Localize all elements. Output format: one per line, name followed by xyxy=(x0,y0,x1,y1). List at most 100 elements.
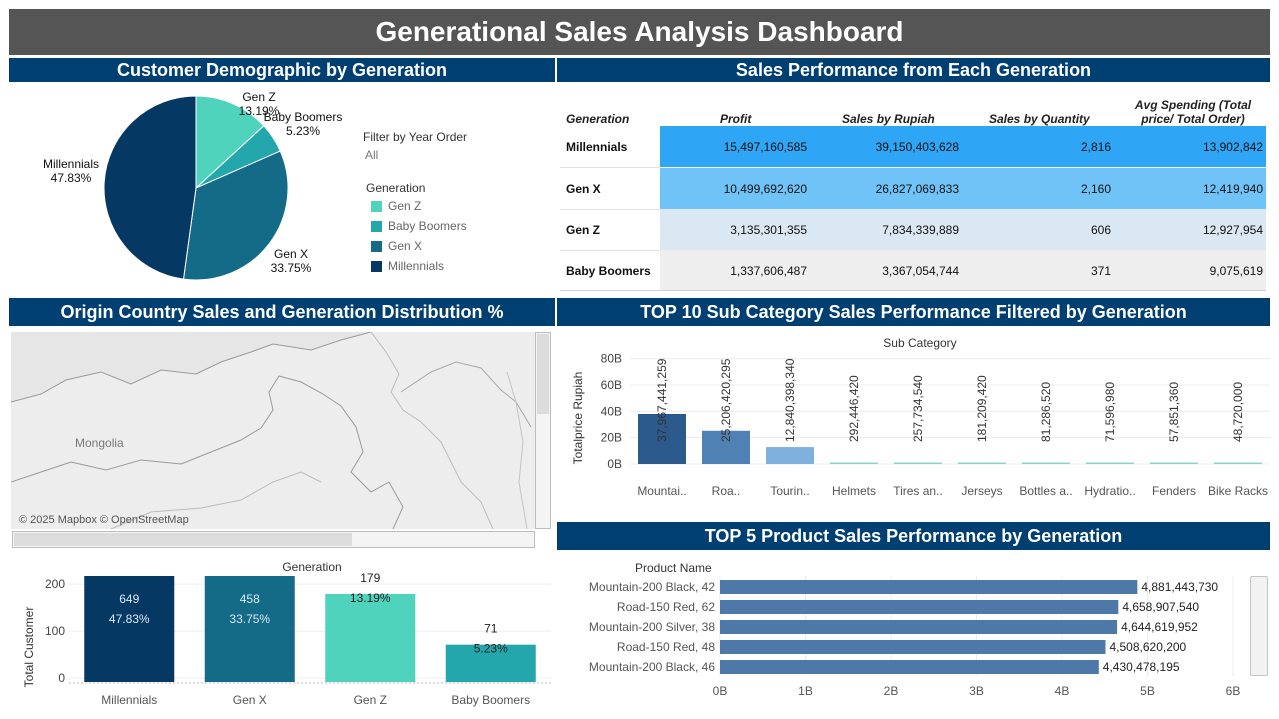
bar-value-label: 257,734,540 xyxy=(911,375,925,442)
table-cell-profit: 3,135,301,355 xyxy=(730,223,807,237)
legend-swatch xyxy=(371,200,382,212)
pie-slice-label: Millennials xyxy=(43,157,99,171)
y-tick-label: 100 xyxy=(45,624,65,638)
product-bar[interactable] xyxy=(720,580,1138,594)
table-row-fill xyxy=(660,126,1266,167)
pie-slice-millennials[interactable] xyxy=(103,95,197,280)
table-cell-avg: 13,902,842 xyxy=(1202,140,1263,154)
table-cell-profit: 15,497,160,585 xyxy=(723,140,807,154)
year-filter-value[interactable]: All xyxy=(365,148,379,162)
row-divider xyxy=(560,209,660,210)
bar-roa-[interactable] xyxy=(702,430,750,464)
bar-value-label: 649 xyxy=(119,592,139,606)
bar-gen-z[interactable] xyxy=(325,594,416,682)
pie-slice-label: Gen Z xyxy=(242,90,275,104)
bar-jerseys[interactable] xyxy=(958,462,1006,465)
x-tick-label: Gen X xyxy=(233,693,267,707)
pie-slice-pct: 13.19% xyxy=(239,104,280,118)
table-header-sales: Sales by Rupiah xyxy=(842,112,935,126)
bar-mountai-[interactable] xyxy=(638,413,686,464)
bar-tourin-[interactable] xyxy=(766,447,814,464)
product-bar[interactable] xyxy=(720,620,1118,634)
x-tick-label: Mountai.. xyxy=(637,484,686,498)
pie-slice-gen-z[interactable] xyxy=(195,95,265,190)
product-chart-scrollbar[interactable] xyxy=(1250,576,1268,676)
table-cell-generation: Baby Boomers xyxy=(566,264,651,278)
y-axis-label: Product Name xyxy=(635,561,712,575)
bar-pct-label: 33.75% xyxy=(229,612,270,626)
bar-value-label: 292,446,420 xyxy=(847,375,861,442)
x-tick-label: Bike Racks xyxy=(1208,484,1268,498)
product-bar[interactable] xyxy=(720,640,1106,654)
customer-count-bar-chart[interactable]: Generation Total Customer 0 100 200 649 47.83%… xyxy=(9,556,555,714)
table-cell-profit: 10,499,692,620 xyxy=(723,182,807,196)
pie-slice-pct: 47.83% xyxy=(51,171,92,185)
x-tick-label: 5B xyxy=(1140,684,1155,698)
table-cell-qty: 2,160 xyxy=(1080,182,1111,196)
bar-value-label: 71,596,980 xyxy=(1103,382,1117,442)
product-name-label: Road-150 Red, 48 xyxy=(617,640,715,654)
bar-pct-label: 5.23% xyxy=(474,642,508,656)
legend-label: Gen Z xyxy=(388,199,422,213)
table-cell-qty: 2,816 xyxy=(1080,140,1111,154)
table-cell-generation: Gen Z xyxy=(566,223,601,237)
bar-value-label: 12,840,398,340 xyxy=(783,358,797,442)
bar-pct-label: 47.83% xyxy=(109,612,150,626)
pie-slice-gen-x[interactable] xyxy=(182,150,289,281)
bar-millennials[interactable] xyxy=(84,576,175,682)
table-cell-avg: 12,927,954 xyxy=(1202,223,1263,237)
bar-gen-x[interactable] xyxy=(204,576,295,682)
legend-item-baby-boomers[interactable]: Baby Boomers xyxy=(371,219,467,233)
table-cell-qty: 371 xyxy=(1090,264,1111,278)
bar-pct-label: 13.19% xyxy=(350,591,391,605)
bar-fenders[interactable] xyxy=(1150,462,1198,465)
x-tick-label: Bottles a.. xyxy=(1019,484,1072,498)
bar-bottles-a-[interactable] xyxy=(1022,462,1070,465)
y-tick-label: 200 xyxy=(45,577,65,591)
bar-value-label: 37,967,441,259 xyxy=(655,358,669,442)
bar-value-label: 181,209,420 xyxy=(975,375,989,442)
product-name-label: Mountain-200 Silver, 38 xyxy=(589,620,715,634)
bar-helmets[interactable] xyxy=(830,462,878,465)
bar-value-label: 4,644,619,952 xyxy=(1121,620,1198,634)
map-attribution[interactable]: © 2025 Mapbox © OpenStreetMap xyxy=(19,514,189,526)
x-tick-label: 6B xyxy=(1226,684,1241,698)
product-bar-chart[interactable]: Product Name 0B 1B 2B 3B 4B 5B 6B Mountain-200 B… xyxy=(560,556,1248,701)
product-bar[interactable] xyxy=(720,600,1119,614)
legend-item-millennials[interactable]: Millennials xyxy=(371,259,444,273)
bar-tires-an-[interactable] xyxy=(894,462,942,465)
x-tick-label: 2B xyxy=(884,684,899,698)
product-name-label: Mountain-200 Black, 46 xyxy=(589,660,715,674)
x-tick-label: Gen Z xyxy=(354,693,387,707)
table-header-generation: Generation xyxy=(566,112,630,126)
row-divider xyxy=(560,167,660,168)
x-tick-label: Tourin.. xyxy=(770,484,809,498)
section-header-product: TOP 5 Product Sales Performance by Gener… xyxy=(557,522,1270,550)
pie-slice-pct: 5.23% xyxy=(286,124,320,138)
y-tick-label: 20B xyxy=(601,431,622,445)
x-tick-label: Baby Boomers xyxy=(451,693,530,707)
table-header-profit: Profit xyxy=(720,112,752,126)
map-vertical-scrollbar[interactable] xyxy=(535,332,551,529)
product-bar[interactable] xyxy=(720,660,1099,674)
scroll-thumb[interactable] xyxy=(14,533,352,546)
bar-value-label: 458 xyxy=(240,592,260,606)
legend-item-gen-x[interactable]: Gen X xyxy=(371,239,422,253)
bar-value-label: 4,881,443,730 xyxy=(1141,580,1218,594)
bar-hydratio-[interactable] xyxy=(1086,462,1134,465)
y-tick-label: 60B xyxy=(601,378,622,392)
bar-baby-boomers[interactable] xyxy=(445,644,536,682)
pie-slice-label: Baby Boomers xyxy=(264,110,343,124)
legend-item-gen-z[interactable]: Gen Z xyxy=(371,199,421,213)
country-map[interactable]: Mongolia © 2025 Mapbox © OpenStreetMap xyxy=(11,332,535,529)
map-horizontal-scrollbar[interactable] xyxy=(12,531,535,548)
bar-bike-racks[interactable] xyxy=(1214,462,1262,465)
scroll-thumb[interactable] xyxy=(537,334,549,414)
table-row-fill xyxy=(660,209,1266,250)
legend-label: Millennials xyxy=(388,259,445,273)
bar-value-label: 25,206,420,295 xyxy=(719,358,733,442)
table-bottom-border xyxy=(560,290,1266,291)
bar-value-label: 179 xyxy=(360,571,380,585)
subcategory-bar-chart[interactable]: Sub Category Totalprice Rupiah 0B 20B 40B 60B… xyxy=(560,332,1270,504)
